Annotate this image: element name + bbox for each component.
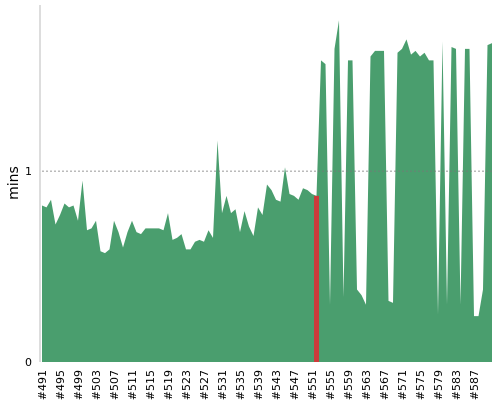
x-tick-label: #511 [126, 370, 139, 400]
x-tick-label: #583 [450, 370, 463, 400]
x-tick-label: #551 [306, 370, 319, 400]
x-tick-label: #559 [342, 370, 355, 400]
x-tick-label: #523 [180, 370, 193, 400]
x-tick-label: #519 [162, 370, 175, 400]
x-tick-label: #567 [378, 370, 391, 400]
x-tick-label: #563 [360, 370, 373, 400]
x-tick-label: #543 [270, 370, 283, 400]
x-tick-label: #499 [72, 370, 85, 400]
y-axis-label: mins [6, 166, 22, 200]
x-tick-label: #531 [216, 370, 229, 400]
x-tick-label: #495 [54, 370, 67, 400]
x-tick-label: #579 [432, 370, 445, 400]
y-ticks: 01 [25, 165, 32, 369]
x-tick-label: #491 [36, 370, 49, 400]
x-tick-label: #503 [90, 370, 103, 400]
x-tick-label: #515 [144, 370, 157, 400]
x-tick-label: #535 [234, 370, 247, 400]
x-tick-label: #527 [198, 370, 211, 400]
plot-area [42, 20, 492, 363]
y-tick-label: 1 [25, 165, 32, 178]
series-area [42, 20, 492, 363]
y-tick-label: 0 [25, 356, 32, 369]
x-tick-label: #555 [324, 370, 337, 400]
x-tick-label: #539 [252, 370, 265, 400]
x-tick-label: #587 [468, 370, 481, 400]
x-tick-label: #571 [396, 370, 409, 400]
x-tick-label: #547 [288, 370, 301, 400]
x-ticks: #491 #495 #499 #503 #507 #511 #515 #519 #523 #527… [36, 370, 481, 400]
x-tick-label: #507 [108, 370, 121, 400]
highlight-bar [314, 195, 319, 362]
x-tick-label: #575 [414, 370, 427, 400]
